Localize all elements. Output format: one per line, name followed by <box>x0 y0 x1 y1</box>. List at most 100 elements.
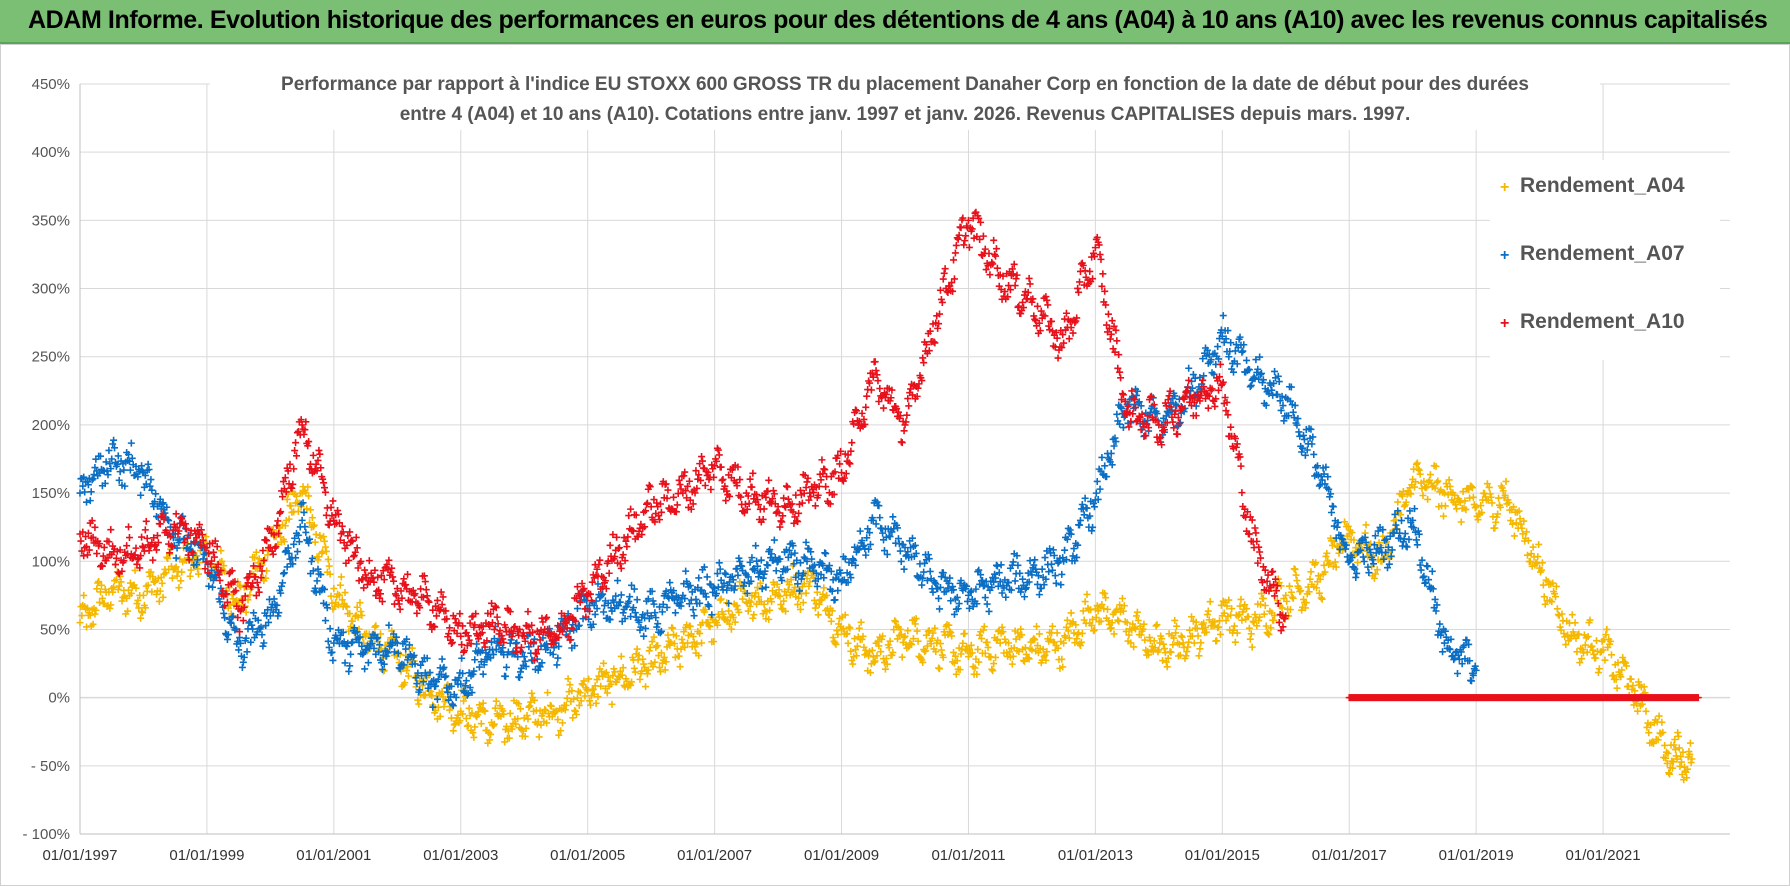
data-point <box>1258 590 1265 598</box>
data-point <box>781 588 789 596</box>
data-point <box>1013 271 1021 279</box>
data-point <box>563 694 571 702</box>
data-point <box>1162 658 1170 666</box>
data-point <box>1099 270 1107 278</box>
data-point <box>1332 563 1340 571</box>
data-point <box>490 720 498 728</box>
data-point <box>514 653 522 661</box>
data-point <box>869 653 877 661</box>
data-point <box>309 523 317 531</box>
data-point <box>650 600 658 608</box>
data-point <box>325 562 333 570</box>
data-point <box>640 660 648 668</box>
data-point <box>405 641 413 649</box>
data-point <box>1106 335 1114 343</box>
data-point <box>1509 503 1517 511</box>
data-point <box>414 669 422 677</box>
data-point <box>521 657 529 665</box>
data-point <box>1015 647 1023 655</box>
data-point <box>1053 629 1061 637</box>
data-point <box>874 637 882 645</box>
data-point <box>1295 428 1303 436</box>
data-point <box>981 649 989 657</box>
y-tick-label: 250% <box>32 349 70 366</box>
data-point <box>261 555 269 563</box>
data-point <box>686 622 694 630</box>
data-point <box>1401 530 1409 538</box>
data-point <box>1321 568 1329 576</box>
data-point <box>823 591 831 599</box>
data-point <box>301 523 309 531</box>
data-point <box>1243 356 1251 364</box>
data-point <box>375 648 383 656</box>
data-point <box>1586 616 1594 624</box>
data-point <box>346 610 354 618</box>
data-point <box>392 633 400 641</box>
data-point <box>698 639 706 647</box>
data-point <box>1663 759 1671 767</box>
data-point <box>306 535 314 543</box>
data-point <box>1428 567 1436 575</box>
data-point <box>77 537 85 545</box>
data-point <box>310 521 318 529</box>
data-point <box>324 637 332 645</box>
data-point <box>308 554 316 562</box>
data-point <box>1414 465 1422 473</box>
data-point <box>1257 601 1265 609</box>
data-point <box>803 478 811 486</box>
data-point <box>489 722 497 730</box>
data-point <box>1282 591 1290 599</box>
data-point <box>1516 515 1524 523</box>
data-point <box>102 458 110 466</box>
data-point <box>1246 635 1254 643</box>
data-point <box>470 733 478 741</box>
data-point <box>517 643 525 651</box>
data-point <box>357 608 365 616</box>
data-point <box>527 698 535 706</box>
data-point <box>843 630 851 638</box>
data-point <box>1316 575 1324 583</box>
data-point <box>1413 541 1421 549</box>
data-point <box>270 595 278 603</box>
data-point <box>1012 635 1020 643</box>
data-point <box>501 738 509 746</box>
data-point <box>530 696 538 704</box>
data-point <box>1552 582 1560 590</box>
data-point <box>1153 621 1161 629</box>
data-point <box>553 661 561 669</box>
data-point <box>250 609 258 617</box>
data-point <box>440 663 448 671</box>
data-point <box>706 623 714 631</box>
data-point <box>1442 480 1450 488</box>
data-point <box>1283 597 1291 605</box>
data-point <box>996 639 1004 647</box>
data-point <box>1230 626 1238 634</box>
data-point <box>855 624 863 632</box>
data-point <box>328 648 336 656</box>
data-point <box>898 439 906 447</box>
data-point <box>952 670 960 678</box>
data-point <box>224 604 232 612</box>
data-point <box>1488 499 1496 507</box>
data-point <box>896 547 904 555</box>
data-point <box>283 563 291 571</box>
data-point <box>747 598 755 606</box>
data-point <box>642 624 650 632</box>
data-point <box>696 629 704 637</box>
y-tick-label: 450% <box>32 76 70 93</box>
data-point <box>756 579 764 587</box>
data-point <box>525 703 533 711</box>
data-point <box>1090 626 1098 634</box>
data-point <box>1431 484 1439 492</box>
data-point <box>405 672 413 680</box>
data-point <box>1081 598 1089 606</box>
data-point <box>83 623 91 631</box>
data-point <box>993 635 1001 643</box>
data-point <box>173 544 181 552</box>
data-point <box>148 588 156 596</box>
data-point <box>950 256 958 264</box>
data-point <box>849 660 857 668</box>
data-point <box>857 618 865 626</box>
data-point <box>657 627 665 635</box>
data-point <box>1246 383 1254 391</box>
